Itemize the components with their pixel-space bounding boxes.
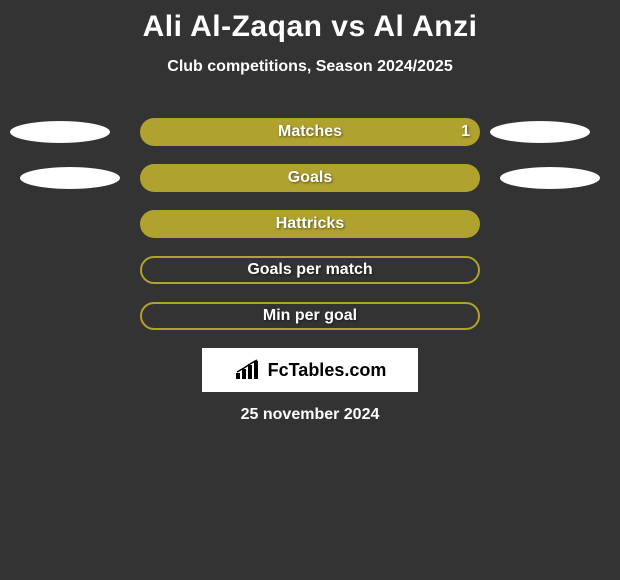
stat-ellipse-left bbox=[20, 167, 120, 189]
page-subtitle: Club competitions, Season 2024/2025 bbox=[0, 58, 620, 76]
stat-bar bbox=[140, 210, 480, 238]
stat-bar bbox=[140, 256, 480, 284]
stat-row: Goals bbox=[0, 164, 620, 210]
stat-bar bbox=[140, 302, 480, 330]
stat-row: Goals per match bbox=[0, 256, 620, 302]
stat-bar bbox=[140, 118, 480, 146]
stat-row: Hattricks bbox=[0, 210, 620, 256]
footer-logo-text: FcTables.com bbox=[268, 360, 387, 381]
stat-bar bbox=[140, 164, 480, 192]
stat-row: Min per goal bbox=[0, 302, 620, 348]
stat-ellipse-right bbox=[500, 167, 600, 189]
chart-icon bbox=[234, 359, 262, 381]
stat-row: Matches1 bbox=[0, 118, 620, 164]
page-title: Ali Al-Zaqan vs Al Anzi bbox=[0, 0, 620, 44]
footer-logo: FcTables.com bbox=[202, 348, 418, 392]
stat-ellipse-right bbox=[490, 121, 590, 143]
footer-date: 25 november 2024 bbox=[0, 406, 620, 424]
stats-block: Matches1GoalsHattricksGoals per matchMin… bbox=[0, 118, 620, 348]
stat-ellipse-left bbox=[10, 121, 110, 143]
